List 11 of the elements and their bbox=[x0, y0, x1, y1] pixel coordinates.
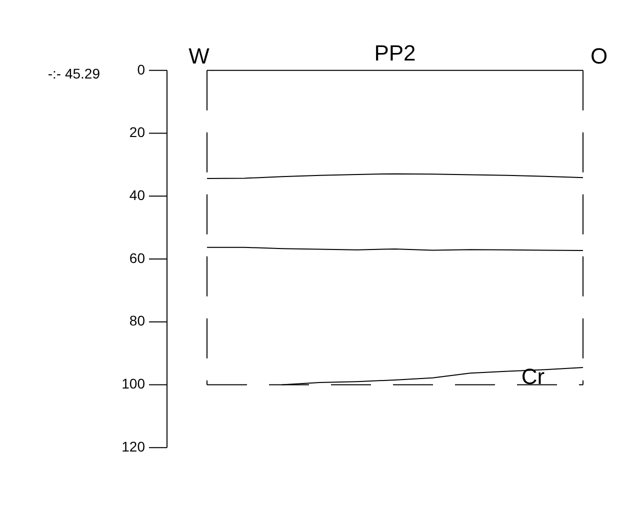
y-tick-label: 20 bbox=[129, 124, 146, 140]
y-tick-label: 120 bbox=[122, 438, 146, 454]
y-tick-label: 0 bbox=[137, 61, 146, 78]
y-tick-label: 60 bbox=[129, 250, 146, 266]
text: O bbox=[590, 43, 608, 68]
y-tick-label: 40 bbox=[129, 186, 146, 203]
text: -:- 45.29 bbox=[48, 65, 100, 82]
y-tick-label: 80 bbox=[129, 312, 146, 329]
text: W bbox=[188, 43, 210, 68]
y-tick-label: 100 bbox=[122, 376, 146, 392]
chart-title: PP2 bbox=[374, 40, 416, 66]
